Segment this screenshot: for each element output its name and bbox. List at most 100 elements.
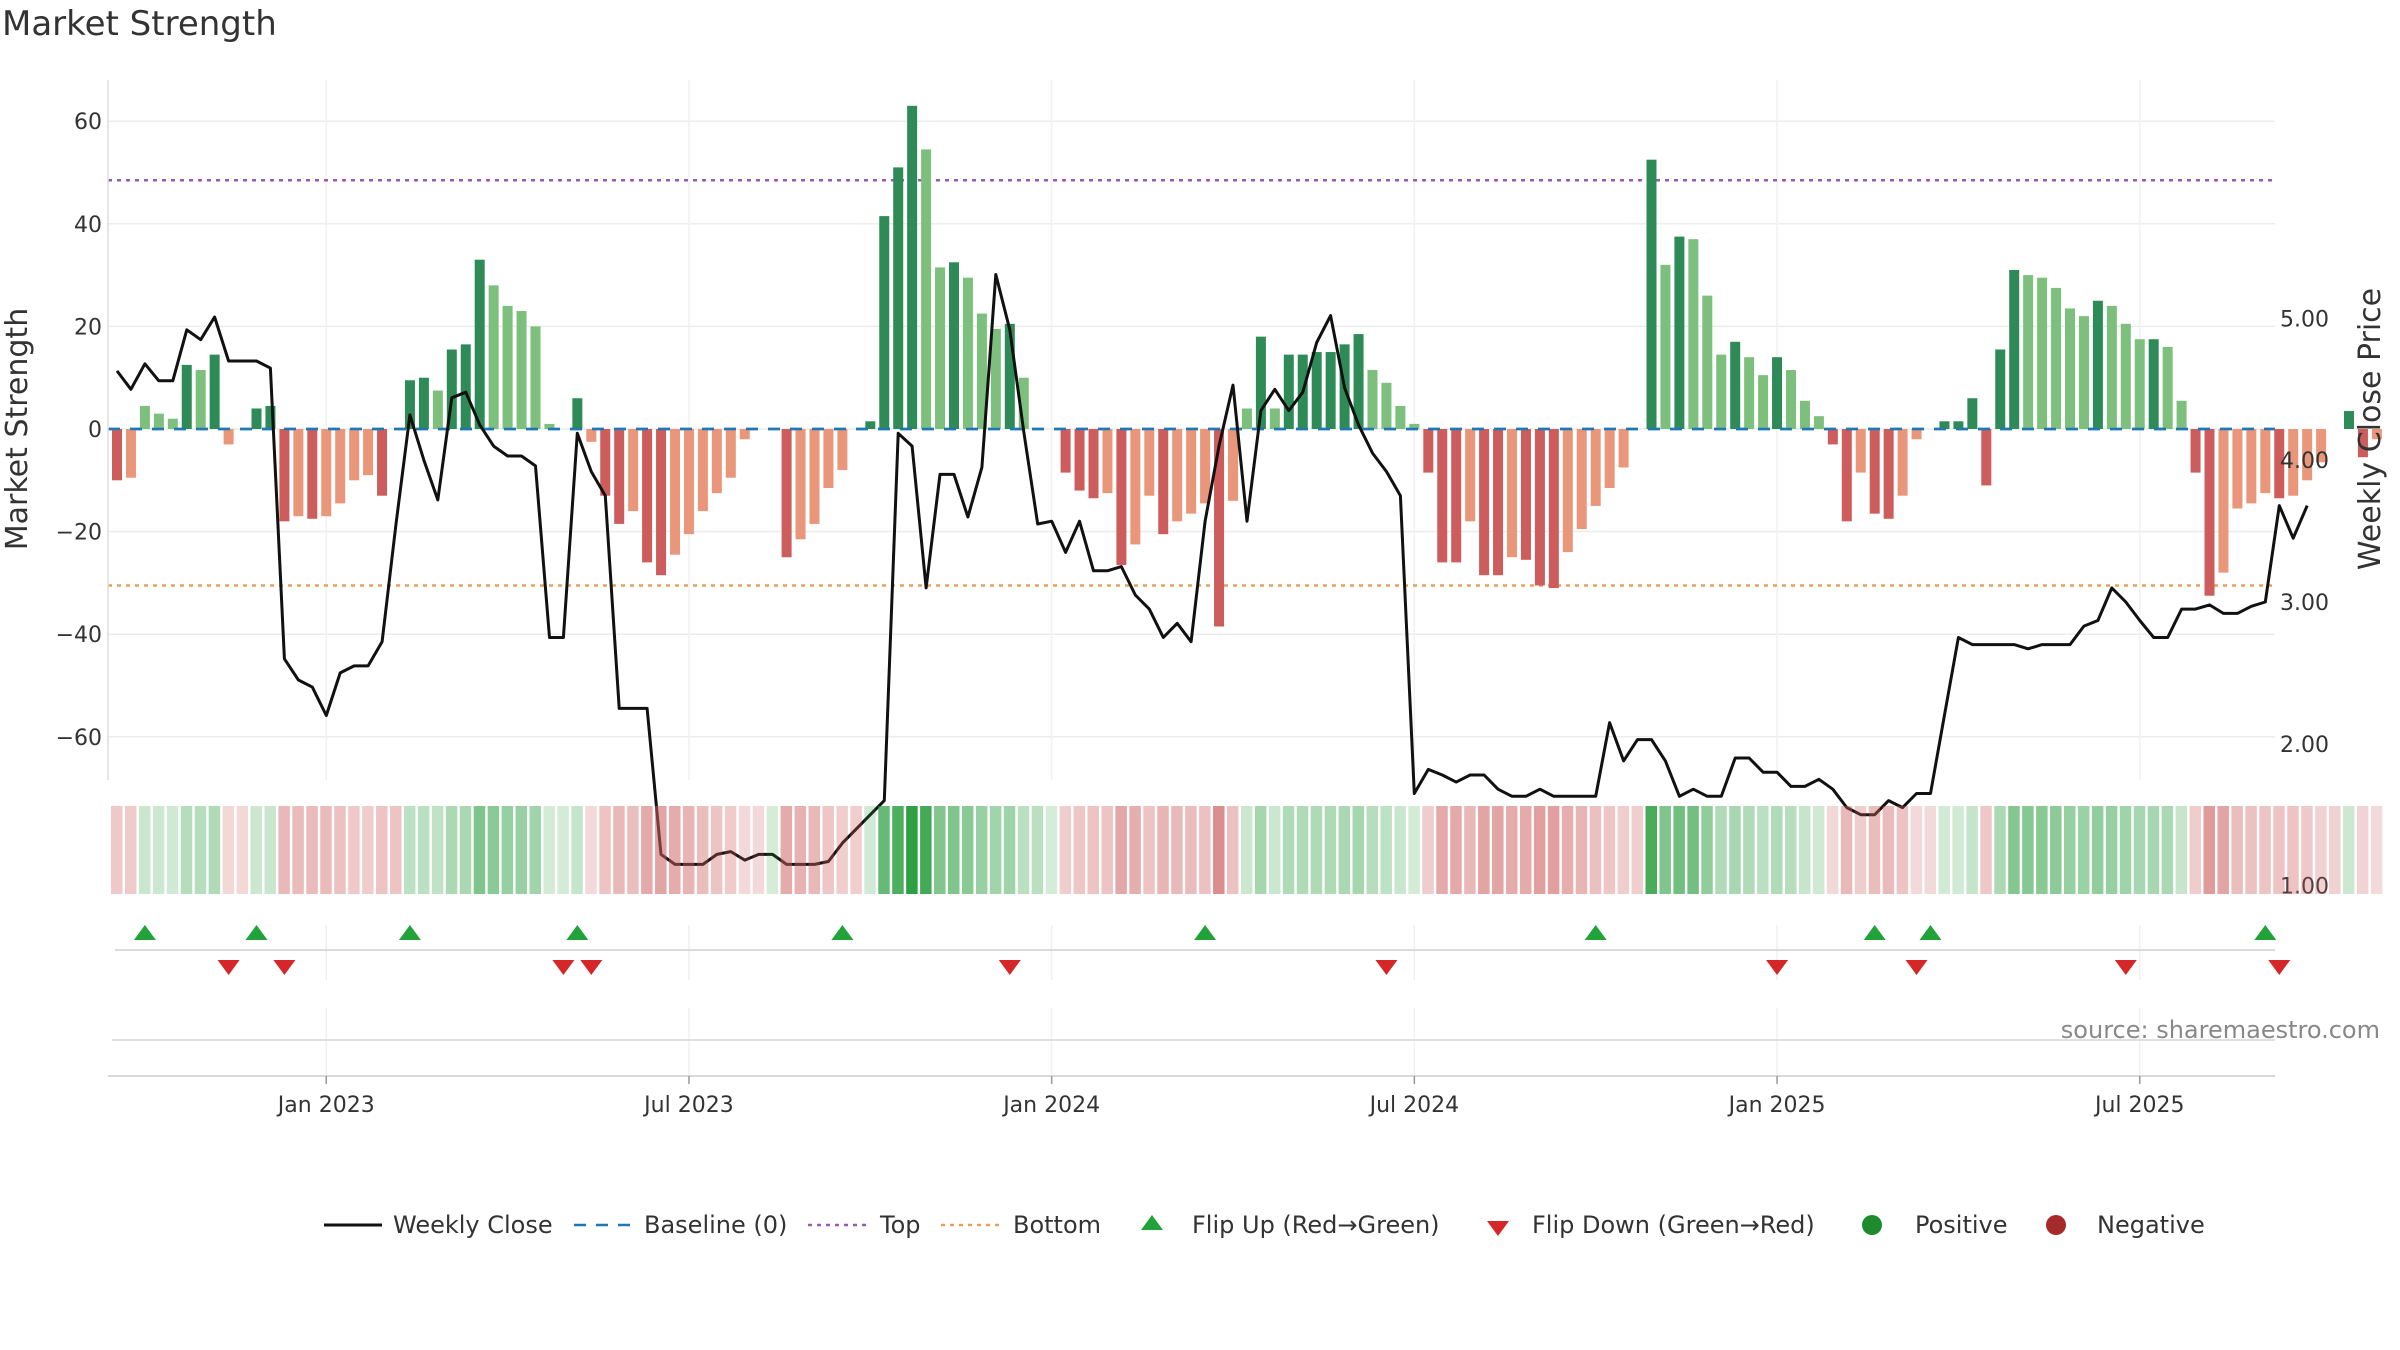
heat-cell: [794, 806, 807, 894]
heat-cell: [1227, 806, 1239, 894]
strength-bar: [628, 429, 639, 512]
strength-bar: [642, 429, 653, 563]
heat-cell: [2189, 806, 2202, 894]
strength-bar: [1158, 429, 1169, 535]
gridlines: [108, 80, 2275, 1075]
strength-bar: [990, 328, 1001, 429]
heat-cell: [2175, 806, 2188, 894]
heat-cell: [2077, 806, 2090, 894]
strength-bar: [112, 429, 122, 481]
heat-cell: [738, 806, 751, 894]
strength-bar: [2232, 429, 2243, 509]
flip-up-marker: [133, 925, 156, 940]
heat-cell: [1045, 806, 1058, 894]
strength-bar: [2065, 308, 2075, 429]
strength-bar: [1423, 429, 1434, 473]
heat-cell: [1394, 806, 1406, 894]
legend-label: Baseline (0): [644, 1211, 787, 1239]
flip-down-marker: [2114, 960, 2137, 975]
flip-markers: [115, 925, 2291, 975]
strength-bar: [1730, 341, 1741, 429]
strength-bar: [2302, 429, 2313, 481]
strength-bar: [1813, 416, 1824, 429]
strength-bar: [1939, 421, 1950, 429]
heat-cell: [1324, 806, 1337, 894]
strength-bar: [1520, 429, 1531, 560]
strength-bar: [404, 380, 415, 429]
legend-label: Weekly Close: [393, 1211, 553, 1239]
strength-bar: [586, 429, 597, 442]
flip-down-marker: [273, 960, 296, 975]
strength-bar: [935, 267, 946, 429]
strength-bar: [1060, 429, 1071, 473]
strength-bar: [307, 429, 318, 519]
strength-bar: [907, 105, 918, 429]
strength-bar: [781, 429, 792, 558]
y-right-tick-label: 1.00: [2280, 875, 2329, 900]
strength-bar: [1367, 370, 1378, 429]
strength-bar: [1995, 349, 2006, 429]
strength-bar: [1283, 354, 1294, 429]
heat-cell: [2301, 806, 2313, 894]
heat-cell: [348, 806, 360, 894]
strength-bar: [335, 429, 346, 504]
heat-cell: [585, 806, 597, 894]
strength-bar: [2078, 316, 2089, 429]
strength-bar: [1493, 429, 1504, 576]
heat-cell: [669, 806, 681, 894]
strength-bar: [2009, 269, 2020, 429]
heat-cell: [906, 806, 918, 894]
strength-bar: [1116, 429, 1127, 565]
heat-cell: [1617, 806, 1630, 894]
heat-cell: [850, 806, 862, 894]
heat-cell: [2370, 806, 2383, 894]
strength-bar: [1395, 405, 1406, 429]
heat-cell: [1213, 806, 1225, 894]
heat-cell: [1757, 806, 1769, 894]
strength-bar: [2106, 305, 2117, 429]
legend-label: Bottom: [1013, 1211, 1101, 1239]
flip-up-marker: [398, 925, 421, 940]
flip-up-marker: [1194, 925, 1217, 940]
strength-bar: [2162, 346, 2173, 429]
strength-bar: [1479, 429, 1490, 576]
flip-down-marker: [1905, 960, 1928, 975]
heat-cell: [515, 806, 528, 894]
heat-cell: [1101, 806, 1113, 894]
source-label: source: sharemaestro.com: [2061, 1016, 2380, 1044]
heat-cell: [599, 806, 611, 894]
heat-cell: [459, 806, 472, 894]
heat-cell: [1380, 806, 1392, 894]
strength-bar: [2037, 277, 2048, 429]
strength-bar: [976, 313, 987, 429]
heat-cell: [1059, 806, 1072, 894]
strength-bar: [1353, 334, 1364, 429]
heat-cell: [390, 806, 402, 894]
reference-lines: [108, 178, 2275, 587]
strength-bar: [1981, 429, 1992, 486]
heat-cell: [1589, 806, 1602, 894]
strength-bar: [153, 413, 164, 429]
heat-cell: [124, 806, 137, 894]
heat-cell: [696, 806, 709, 894]
axes: 60 40 20 0 −20 −40 −60 5.00 4.00 3.00 2.00 1.00 Mark…: [0, 80, 2388, 900]
strength-bar: [2274, 429, 2285, 499]
weekly-close-line: [115, 273, 2309, 866]
y-left-tick-label: 40: [74, 213, 102, 238]
strength-bar: [1758, 375, 1769, 429]
heat-cell: [1310, 806, 1323, 894]
strength-bar: [1702, 295, 1713, 429]
flip-down-marker: [1375, 960, 1398, 975]
heat-cell: [2245, 806, 2257, 894]
strength-bar: [865, 421, 876, 429]
strength-bar: [2204, 429, 2215, 596]
heat-cell: [1282, 806, 1295, 894]
strength-bar: [530, 326, 541, 429]
strength-bar: [2120, 323, 2131, 429]
strength-bar: [2357, 429, 2368, 458]
heat-cell: [2036, 806, 2048, 894]
heat-cell: [2315, 806, 2327, 894]
heat-cell: [1352, 806, 1365, 894]
legend-swatch-negative: [2046, 1215, 2066, 1235]
